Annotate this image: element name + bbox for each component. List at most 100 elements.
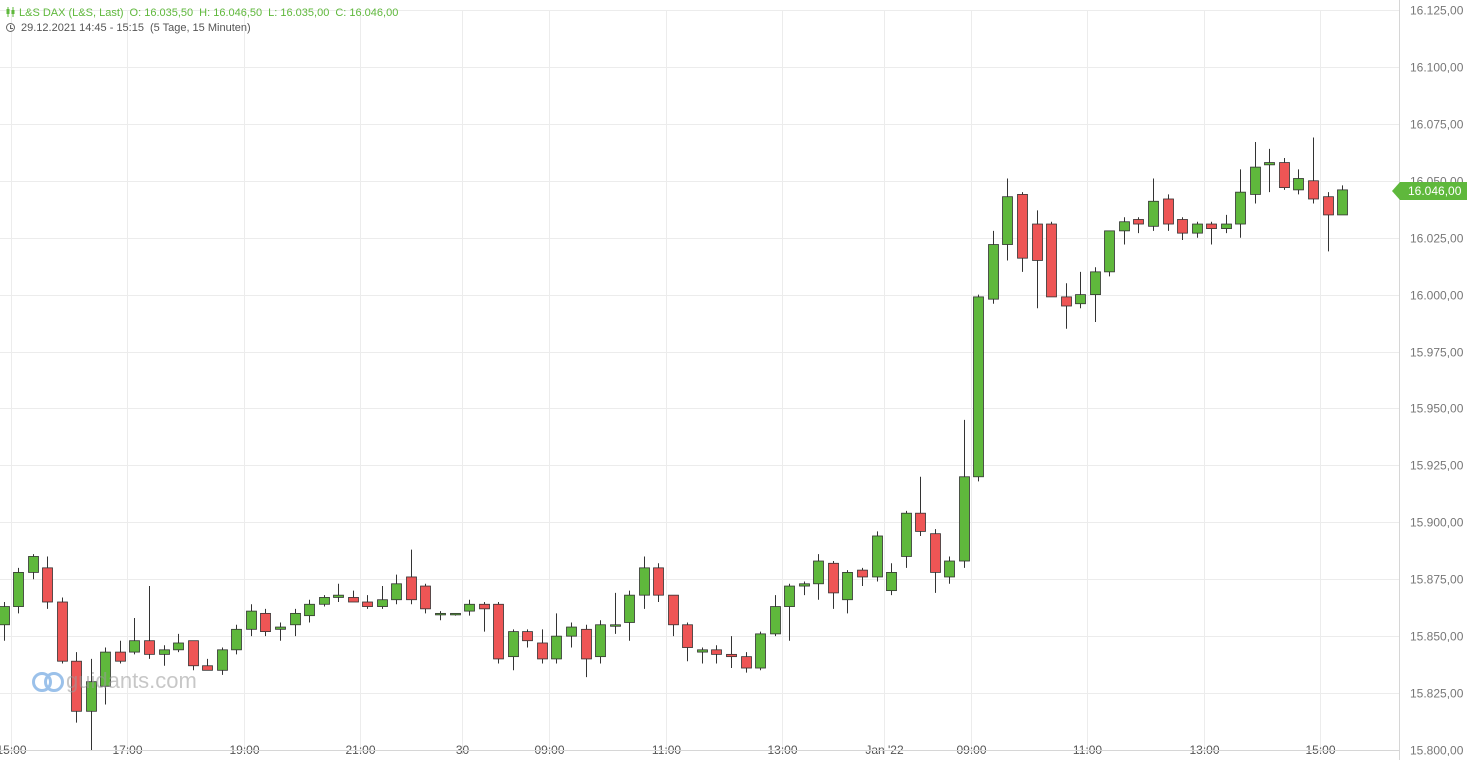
candle[interactable]	[581, 624, 592, 678]
candle[interactable]	[28, 554, 39, 580]
candle[interactable]	[959, 419, 970, 568]
candle[interactable]	[944, 556, 955, 584]
candle[interactable]	[1148, 178, 1159, 231]
candle[interactable]	[1163, 194, 1174, 231]
candle[interactable]	[566, 622, 577, 648]
candle[interactable]	[100, 647, 111, 705]
candle[interactable]	[1032, 210, 1043, 309]
candle[interactable]	[377, 586, 388, 609]
candle[interactable]	[304, 599, 315, 623]
candle[interactable]	[1061, 283, 1072, 329]
candle[interactable]	[246, 604, 257, 637]
candle[interactable]	[464, 599, 475, 616]
candle[interactable]	[595, 620, 606, 664]
candle[interactable]	[1177, 217, 1188, 240]
candle[interactable]	[333, 583, 344, 602]
candle[interactable]	[842, 570, 853, 614]
candle[interactable]	[1206, 221, 1217, 245]
candle[interactable]	[653, 563, 664, 602]
candle[interactable]	[493, 602, 504, 664]
candle[interactable]	[624, 590, 635, 641]
candle[interactable]	[202, 658, 213, 671]
symbol-label[interactable]: L&S DAX (L&S, Last)	[19, 7, 124, 19]
candle[interactable]	[13, 567, 24, 614]
candle[interactable]	[741, 652, 752, 673]
candles[interactable]	[0, 137, 1348, 750]
candle[interactable]	[1293, 169, 1304, 195]
candle[interactable]	[610, 592, 621, 634]
candle[interactable]	[755, 631, 766, 671]
candle[interactable]	[784, 583, 795, 641]
candle[interactable]	[86, 658, 97, 750]
candle[interactable]	[1235, 169, 1246, 238]
candle[interactable]	[217, 647, 228, 675]
candle-body	[231, 628, 242, 651]
candle[interactable]	[1192, 221, 1203, 238]
candle[interactable]	[813, 554, 824, 600]
candle[interactable]	[57, 597, 68, 664]
candle[interactable]	[930, 529, 941, 593]
candle[interactable]	[682, 622, 693, 662]
candle[interactable]	[828, 561, 839, 609]
candle[interactable]	[1002, 178, 1013, 261]
candle[interactable]	[391, 574, 402, 605]
interval-label[interactable]: (5 Tage, 15 Minuten)	[149, 22, 251, 34]
candle[interactable]	[1075, 271, 1086, 309]
candle[interactable]	[1279, 158, 1290, 190]
candle[interactable]	[711, 645, 722, 664]
candle[interactable]	[420, 583, 431, 614]
candle[interactable]	[988, 230, 999, 304]
candle[interactable]	[450, 612, 461, 616]
candle[interactable]	[872, 531, 883, 582]
candle[interactable]	[508, 629, 519, 671]
candle[interactable]	[173, 633, 184, 653]
candle[interactable]	[886, 563, 897, 596]
candle[interactable]	[522, 629, 533, 648]
candle[interactable]	[799, 581, 810, 596]
candle[interactable]	[857, 567, 868, 587]
candle[interactable]	[406, 549, 417, 605]
candle[interactable]	[362, 595, 373, 609]
candle[interactable]	[260, 608, 271, 637]
candle[interactable]	[537, 629, 548, 664]
candle[interactable]	[319, 595, 330, 607]
candle[interactable]	[0, 602, 10, 641]
candle[interactable]	[639, 556, 650, 609]
candle[interactable]	[115, 640, 126, 664]
candle[interactable]	[479, 602, 490, 632]
candle[interactable]	[1323, 192, 1334, 252]
candle[interactable]	[770, 595, 781, 637]
candle[interactable]	[726, 636, 737, 669]
candle[interactable]	[915, 476, 926, 536]
candle[interactable]	[901, 510, 912, 568]
candle[interactable]	[188, 640, 199, 671]
candle[interactable]	[697, 647, 708, 664]
candle-body	[1017, 194, 1028, 259]
candle[interactable]	[1308, 137, 1319, 204]
candle[interactable]	[1221, 214, 1232, 234]
candle[interactable]	[1046, 221, 1057, 298]
candle[interactable]	[348, 590, 359, 603]
candle[interactable]	[1119, 217, 1130, 245]
candle[interactable]	[231, 624, 242, 655]
candle[interactable]	[668, 594, 679, 637]
candle[interactable]	[159, 645, 170, 666]
candle[interactable]	[1133, 217, 1144, 234]
candle[interactable]	[551, 613, 562, 664]
candle[interactable]	[1017, 192, 1028, 272]
candle[interactable]	[144, 586, 155, 659]
candle[interactable]	[275, 622, 286, 641]
candle[interactable]	[1104, 230, 1115, 277]
candle[interactable]	[973, 294, 984, 482]
candle[interactable]	[42, 556, 53, 609]
candle[interactable]	[71, 652, 82, 723]
candle[interactable]	[1090, 267, 1101, 322]
candle[interactable]	[1250, 142, 1261, 204]
candle[interactable]	[290, 608, 301, 637]
candle[interactable]	[435, 611, 446, 621]
chart-info-ohlc: L&S DAX (L&S, Last) O: 16.035,50 H: 16.046…	[6, 6, 404, 19]
candle[interactable]	[1264, 148, 1275, 193]
candle[interactable]	[129, 617, 140, 655]
candle[interactable]	[1337, 185, 1348, 216]
